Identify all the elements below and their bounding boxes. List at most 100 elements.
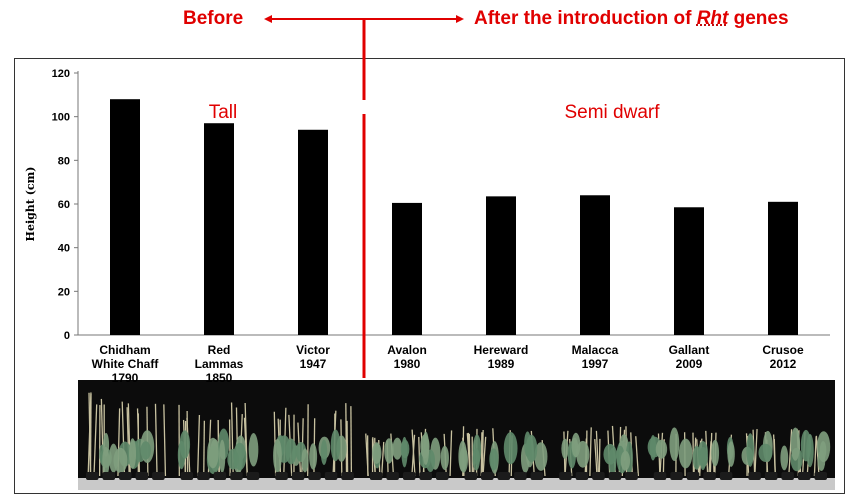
y-axis-label: Height (cm) [24, 167, 37, 242]
bar-0 [110, 99, 140, 335]
x-category-line: Hereward [474, 343, 529, 357]
x-category-line: Malacca [572, 343, 619, 357]
after-label: After the introduction of Rht genes [474, 8, 789, 30]
plant-pot [670, 472, 683, 480]
plant-pot [246, 472, 260, 480]
x-category-line: 2009 [676, 357, 703, 371]
plant-pot [653, 472, 667, 480]
x-category-line: Avalon [387, 343, 427, 357]
x-category-line: Red [208, 343, 231, 357]
plant-pot [575, 472, 589, 480]
wheat-foliage [102, 446, 110, 477]
x-category-line: Gallant [669, 343, 710, 357]
plant-pot [703, 472, 716, 480]
plant-pot [152, 472, 165, 480]
wheat-stem [635, 436, 640, 477]
plant-pot [180, 472, 194, 480]
y-tick-label: 80 [58, 155, 70, 167]
wheat-foliage [711, 439, 720, 467]
wheat-stem [93, 404, 98, 477]
chart-frame [14, 58, 845, 494]
before-label: Before [183, 8, 244, 29]
bar-1 [204, 123, 234, 335]
plant-pot [86, 472, 99, 480]
wheat-stem [449, 430, 453, 477]
wheat-foliage [534, 442, 548, 471]
wheat-stem [709, 432, 713, 477]
plant-pot [197, 472, 210, 480]
plant-pot [497, 472, 511, 480]
wheat-stem [126, 407, 130, 477]
wheat-foliage [401, 436, 408, 468]
wheat-stem [589, 427, 592, 477]
x-category-label: Hereward 1989 [474, 343, 529, 371]
wheat-stem [773, 438, 776, 477]
wheat-stem [482, 436, 487, 477]
wheat-foliage [603, 443, 617, 465]
wheat-foliage [320, 439, 328, 465]
wheat-foliage [233, 442, 247, 471]
x-category-label: Gallant 2009 [669, 343, 710, 371]
wheat-plants-illustration [78, 392, 835, 490]
wheat-foliage [817, 450, 826, 471]
wheat-stem [594, 439, 598, 477]
wheat-stem [365, 433, 369, 477]
wheat-foliage [571, 432, 581, 458]
plant-pot [419, 472, 432, 480]
plant-pot [324, 472, 338, 480]
wheat-foliage [727, 441, 735, 467]
wheat-stem [411, 434, 416, 477]
bar-7 [768, 201, 798, 335]
plant-pot [119, 472, 132, 480]
x-category-line: 1980 [394, 357, 421, 371]
plant-pot [308, 472, 321, 480]
plant-pot [748, 472, 761, 480]
plant-pot [781, 472, 794, 480]
x-category-line: Chidham [99, 343, 150, 357]
wheat-stem [598, 438, 601, 477]
bar-2 [298, 129, 328, 335]
plant-pot [230, 472, 243, 480]
wheat-foliage [372, 442, 382, 464]
wheat-stem [350, 406, 353, 477]
bar-5 [580, 195, 610, 335]
wheat-foliage [458, 440, 467, 472]
wheat-stem [203, 420, 205, 477]
group-label-tall: Tall [209, 102, 238, 123]
x-category-line: 2012 [770, 357, 797, 371]
wheat-stem [480, 432, 483, 477]
wheat-foliage [524, 431, 532, 457]
wheat-photo-strip [78, 380, 835, 490]
wheat-foliage [219, 439, 226, 474]
wheat-foliage [790, 427, 801, 461]
x-category-line: 1790 [112, 371, 139, 385]
plant-pot [464, 472, 478, 480]
plant-pot [530, 472, 544, 480]
wheat-stem [163, 404, 167, 477]
x-category-line: Victor [296, 343, 330, 357]
floor-strip [78, 478, 835, 490]
wheat-foliage [207, 437, 219, 469]
wheat-stem [754, 429, 758, 477]
x-category-line: White Chaff [92, 357, 160, 371]
plant-pot [592, 472, 605, 480]
wheat-foliage [440, 445, 449, 470]
wheat-foliage [113, 447, 128, 474]
x-category-label: Chidham White Chaff 1790 [92, 343, 160, 385]
wheat-foliage [330, 429, 341, 462]
wheat-foliage [420, 434, 430, 459]
plant-pot [764, 472, 778, 480]
after-label-prefix: After the introduction of [474, 8, 697, 29]
plant-pot [608, 472, 622, 480]
x-category-line: Crusoe [762, 343, 804, 357]
wheat-stem [244, 403, 248, 477]
wheat-foliage [649, 434, 657, 461]
after-label-suffix: genes [728, 8, 789, 29]
wheat-foliage [620, 450, 631, 471]
plant-pot [135, 472, 149, 480]
wheat-foliage [140, 441, 151, 460]
plant-pot [719, 472, 733, 480]
plant-pot [275, 472, 288, 480]
wheat-stem [154, 403, 158, 477]
